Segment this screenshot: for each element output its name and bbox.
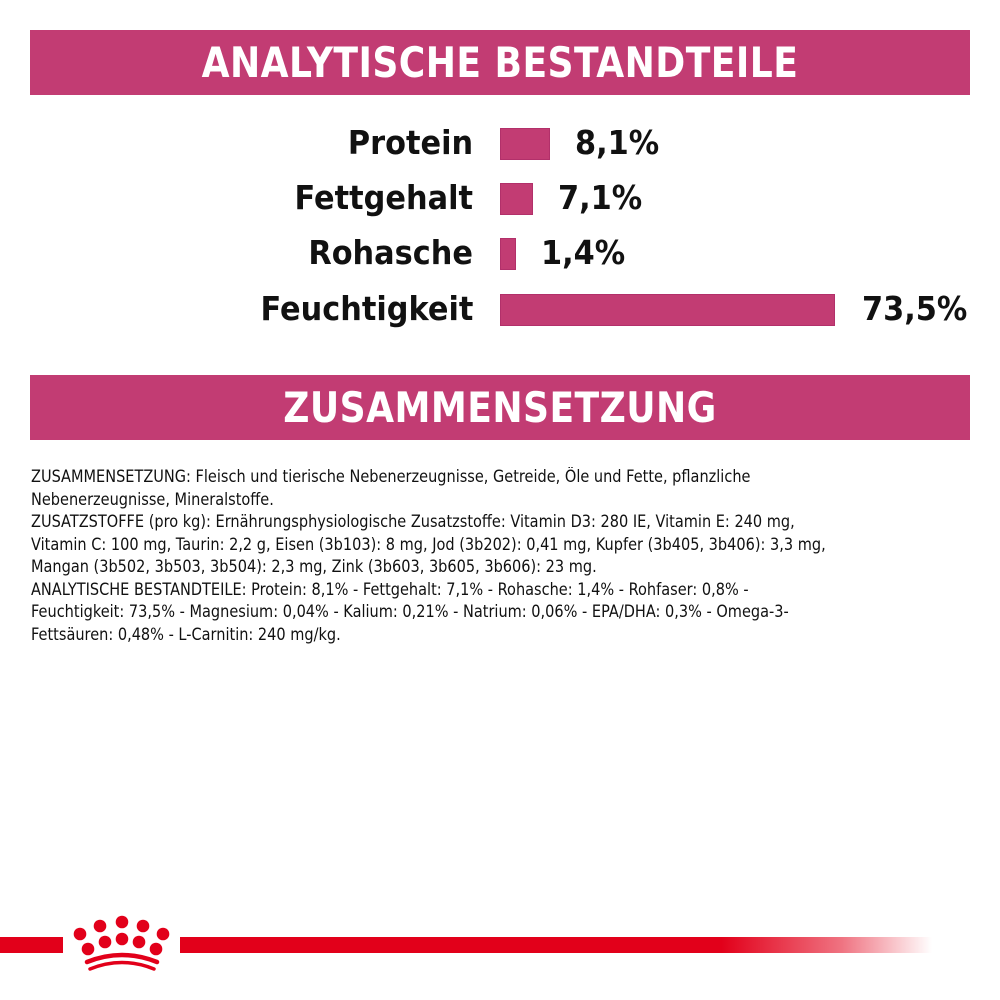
bar-value: 73,5% [862,289,968,328]
bar [500,183,533,215]
bar-label: Protein [347,123,473,162]
crown-logo-icon [70,912,174,974]
bar [500,128,550,160]
composition-line: ZUSATZSTOFFE (pro kg): Ernährungsphysiol… [31,512,795,531]
brand-line-right [180,937,932,953]
composition-line: Nebenerzeugnisse, Mineralstoffe. [31,489,274,509]
composition-line: Vitamin C: 100 mg, Taurin: 2,2 g, Eisen … [31,534,826,554]
composition-line: ANALYTISCHE BESTANDTEILE: Protein: 8,1% … [31,579,749,599]
bar-label: Feuchtigkeit [260,289,473,328]
bar-value: 8,1% [575,123,660,162]
nutrient-bar-chart: Protein 8,1% Fettgehalt 7,1% Rohasche 1,… [0,0,1000,360]
bar-value: 7,1% [558,178,643,217]
bar-value: 1,4% [541,233,626,272]
composition-line: Feuchtigkeit: 73,5% - Magnesium: 0,04% -… [31,602,789,621]
composition-section-banner: ZUSAMMENSETZUNG [30,375,970,440]
bar [500,238,516,270]
analysis-section-banner: ANALYTISCHE BESTANDTEILE [30,30,970,95]
composition-line: Mangan (3b502, 3b503, 3b504): 2,3 mg, Zi… [31,557,597,576]
chart-row-feuchtigkeit: Feuchtigkeit 73,5% [0,289,1000,328]
chart-row-fettgehalt: Fettgehalt 7,1% [0,178,1000,217]
brand-line-left [0,937,63,953]
analysis-section-title: ANALYTISCHE BESTANDTEILE [201,38,799,87]
composition-line: Fettsäuren: 0,48% - L-Carnitin: 240 mg/k… [31,624,341,644]
bar [500,294,835,326]
composition-section-title: ZUSAMMENSETZUNG [283,383,717,432]
chart-row-rohasche: Rohasche 1,4% [0,233,1000,272]
chart-row-protein: Protein 8,1% [0,123,1000,162]
composition-line: ZUSAMMENSETZUNG: Fleisch und tierische N… [31,467,751,486]
bar-label: Rohasche [308,233,473,272]
bar-label: Fettgehalt [294,178,473,217]
composition-text: ZUSAMMENSETZUNG: Fleisch und tierische N… [31,466,946,646]
